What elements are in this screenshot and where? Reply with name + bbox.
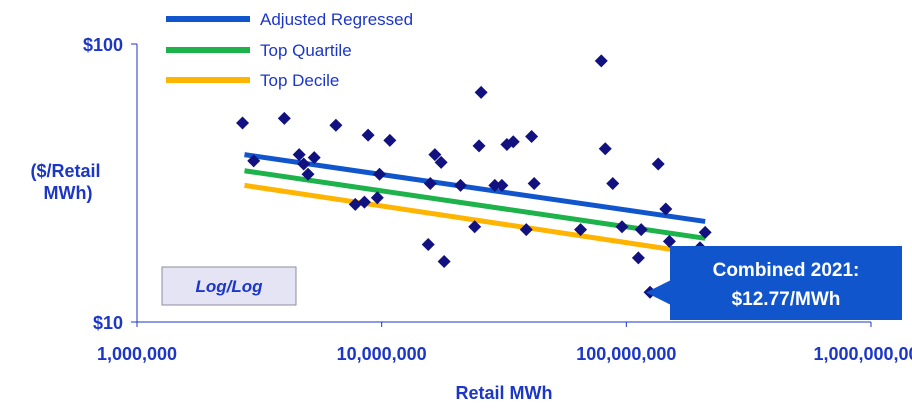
scatter-points	[236, 54, 712, 299]
data-point	[474, 85, 488, 99]
data-point	[292, 148, 306, 162]
y-axis-label: ($/Retail MWh)	[30, 161, 105, 203]
x-axis-label: Retail MWh	[456, 383, 553, 403]
data-point	[247, 154, 261, 168]
data-point	[606, 176, 620, 190]
data-point	[598, 142, 612, 156]
series-line-adjusted-regressed	[244, 152, 706, 224]
legend-label-top-quartile: Top Quartile	[260, 41, 352, 60]
data-point	[236, 116, 250, 130]
combined-annotation: Combined 2021: $12.77/MWh	[646, 246, 902, 320]
data-point	[277, 111, 291, 125]
data-point	[370, 191, 384, 205]
series-line-top-quartile	[244, 168, 706, 241]
data-point	[634, 223, 648, 237]
data-point	[357, 195, 371, 209]
data-point	[495, 178, 509, 192]
data-point	[348, 197, 362, 211]
data-point	[468, 220, 482, 234]
data-point	[437, 255, 451, 269]
x-tick-label: 1,000,000,000	[813, 344, 912, 364]
legend: Adjusted Regressed Top Quartile Top Deci…	[166, 10, 413, 90]
data-point	[643, 285, 657, 299]
legend-label-adjusted-regressed: Adjusted Regressed	[260, 10, 413, 29]
annotation-box	[670, 246, 902, 320]
data-point	[421, 238, 435, 252]
data-point	[307, 151, 321, 165]
data-point	[454, 178, 468, 192]
data-point	[615, 220, 629, 234]
annotation-line-2: $12.77/MWh	[732, 289, 841, 310]
regression-lines	[244, 152, 706, 257]
data-point	[434, 155, 448, 169]
data-point	[506, 135, 520, 149]
data-point	[428, 148, 442, 162]
data-point	[383, 133, 397, 147]
data-point	[329, 118, 343, 132]
data-point	[301, 167, 315, 181]
data-point	[651, 157, 665, 171]
data-point	[527, 176, 541, 190]
data-point	[423, 176, 437, 190]
x-tick-label: 10,000,000	[337, 344, 427, 364]
data-point	[472, 139, 486, 153]
axes: 1,000,000 10,000,000 100,000,000 1,000,000,…	[83, 35, 912, 364]
data-point	[631, 251, 645, 265]
data-point	[373, 167, 387, 181]
data-point	[662, 234, 676, 248]
annotation-line-1: Combined 2021:	[713, 260, 860, 281]
data-point	[574, 223, 588, 237]
y-tick-label: $100	[83, 35, 123, 55]
x-tick-label: 1,000,000	[97, 344, 177, 364]
data-point	[698, 225, 712, 239]
series-line-top-decile	[244, 182, 706, 257]
y-tick-label: $10	[93, 313, 123, 333]
data-point	[525, 129, 539, 143]
legend-label-top-decile: Top Decile	[260, 71, 339, 90]
x-tick-label: 100,000,000	[576, 344, 676, 364]
log-log-label: Log/Log	[195, 277, 263, 296]
data-point	[361, 128, 375, 142]
data-point	[488, 178, 502, 192]
data-point	[594, 54, 608, 68]
data-point	[659, 202, 673, 216]
data-point	[519, 223, 533, 237]
data-point	[297, 157, 311, 171]
log-log-label-box: Log/Log	[161, 266, 297, 306]
